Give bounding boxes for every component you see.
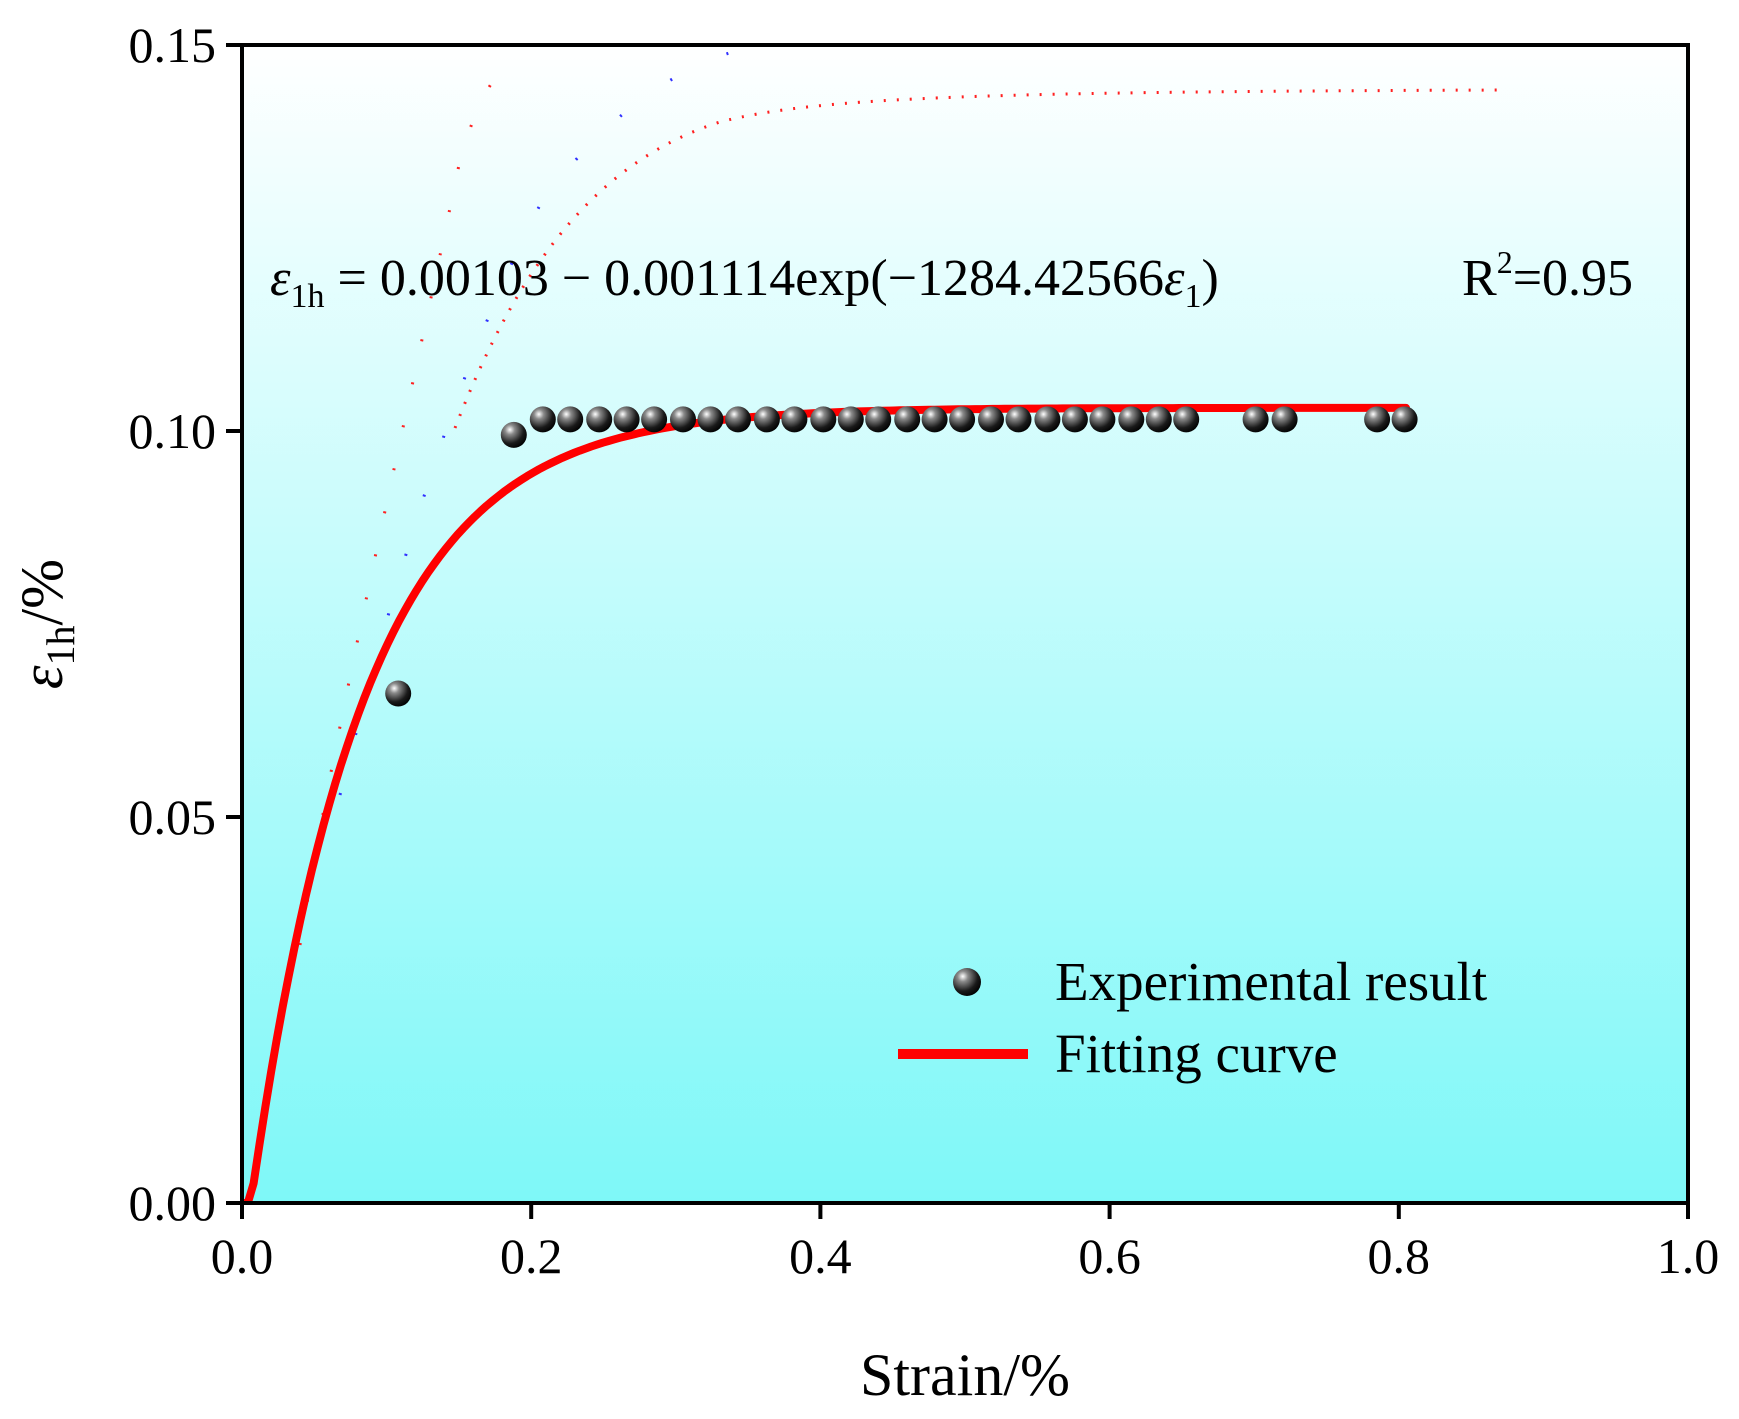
- equation-rhs-close: ): [1202, 250, 1219, 307]
- x-tick-label: 0.2: [500, 1228, 563, 1284]
- data-point: [641, 406, 668, 433]
- y-tick-label: 0.05: [129, 789, 217, 845]
- y-tick-label: 0.15: [129, 17, 217, 73]
- data-point: [613, 406, 640, 433]
- data-point: [725, 406, 751, 433]
- data-point: [865, 406, 892, 433]
- data-point: [586, 406, 613, 433]
- data-point: [1242, 406, 1269, 433]
- data-point: [1089, 406, 1116, 433]
- y-axis-title-symbol: ε: [9, 665, 75, 689]
- data-point: [1391, 406, 1418, 433]
- data-point: [1271, 406, 1298, 433]
- data-point: [1005, 406, 1032, 433]
- data-point: [1061, 406, 1088, 433]
- data-point: [753, 406, 780, 433]
- data-point: [837, 406, 864, 433]
- equation-rhs-subscript: 1: [1185, 278, 1202, 315]
- y-axis-title-unit: /%: [9, 559, 75, 626]
- legend-label-fitting: Fitting curve: [1055, 1023, 1338, 1084]
- equation-lhs-subscript: 1h: [291, 278, 325, 315]
- data-point: [921, 406, 948, 433]
- y-axis-title-subscript: 1h: [38, 626, 83, 666]
- data-point: [810, 406, 837, 433]
- y-tick-label: 0.00: [129, 1175, 217, 1231]
- x-tick-label: 0.4: [789, 1228, 852, 1284]
- data-point: [781, 406, 808, 433]
- x-tick-label: 0.0: [211, 1228, 274, 1284]
- data-point: [385, 680, 412, 707]
- ticks-layer: 0.0 0.2 0.4 0.6 0.8 1.0 0.00 0.05 0.10 0.15: [129, 17, 1720, 1284]
- data-point: [1034, 406, 1061, 433]
- scatter-points-layer: [385, 406, 1418, 707]
- equation-rhs: = 0.00103 − 0.001114exp(−1284.42566: [325, 250, 1165, 307]
- r-squared-r: R: [1462, 250, 1497, 307]
- data-point: [949, 406, 976, 433]
- data-point: [557, 406, 584, 433]
- data-point: [1145, 406, 1172, 433]
- data-point: [1118, 406, 1145, 433]
- x-tick-label: 1.0: [1657, 1228, 1720, 1284]
- r-squared-value: =0.95: [1513, 250, 1633, 307]
- r-squared-label: R2=0.95: [1462, 244, 1633, 307]
- legend-label-experimental: Experimental result: [1055, 951, 1487, 1012]
- x-tick-label: 0.6: [1078, 1228, 1141, 1284]
- data-point: [529, 406, 556, 433]
- plot-frame: [240, 43, 1690, 1205]
- y-tick-label: 0.10: [129, 403, 217, 459]
- x-axis-title: Strain/%: [860, 1342, 1070, 1408]
- plot-area: [242, 45, 1688, 1203]
- y-axis-title: ε1h/%: [9, 559, 83, 689]
- equation-rhs-symbol: ε: [1164, 250, 1185, 307]
- data-point: [1173, 406, 1200, 433]
- r-squared-superscript: 2: [1497, 244, 1513, 280]
- equation-lhs-symbol: ε: [270, 250, 291, 307]
- fit-equation: ε1h = 0.00103 − 0.001114exp(−1284.42566ε…: [270, 250, 1219, 315]
- legend: Experimental result Fitting curve: [898, 951, 1487, 1084]
- data-point: [697, 406, 724, 433]
- data-point: [978, 406, 1004, 433]
- data-point: [670, 406, 696, 433]
- legend-marker-experimental: [953, 968, 981, 996]
- data-point: [500, 421, 527, 448]
- x-tick-label: 0.8: [1368, 1228, 1431, 1284]
- data-point: [1364, 406, 1391, 433]
- data-point: [894, 406, 921, 433]
